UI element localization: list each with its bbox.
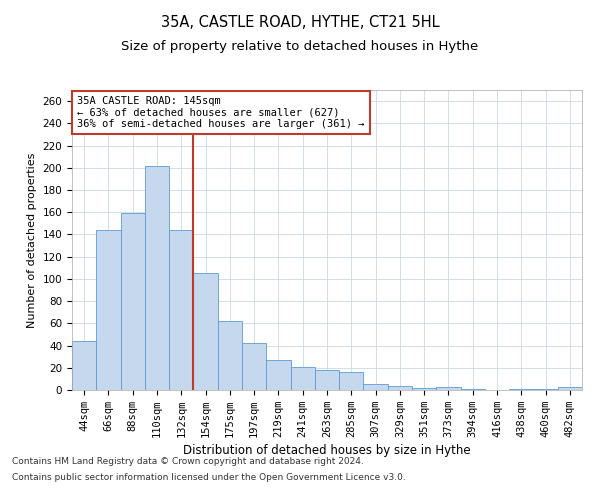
Bar xyxy=(242,344,266,390)
X-axis label: Distribution of detached houses by size in Hythe: Distribution of detached houses by size … xyxy=(183,444,471,457)
Bar xyxy=(533,389,558,390)
Text: 35A, CASTLE ROAD, HYTHE, CT21 5HL: 35A, CASTLE ROAD, HYTHE, CT21 5HL xyxy=(161,15,439,30)
Bar xyxy=(169,230,193,390)
Bar xyxy=(145,166,169,390)
Bar xyxy=(412,388,436,390)
Y-axis label: Number of detached properties: Number of detached properties xyxy=(27,152,37,328)
Bar xyxy=(193,274,218,390)
Bar xyxy=(72,341,96,390)
Bar xyxy=(388,386,412,390)
Bar xyxy=(509,389,533,390)
Bar xyxy=(339,372,364,390)
Bar xyxy=(436,386,461,390)
Bar xyxy=(121,214,145,390)
Bar xyxy=(315,370,339,390)
Bar xyxy=(218,321,242,390)
Bar xyxy=(96,230,121,390)
Bar xyxy=(461,389,485,390)
Text: Size of property relative to detached houses in Hythe: Size of property relative to detached ho… xyxy=(121,40,479,53)
Bar xyxy=(266,360,290,390)
Text: 35A CASTLE ROAD: 145sqm
← 63% of detached houses are smaller (627)
36% of semi-d: 35A CASTLE ROAD: 145sqm ← 63% of detache… xyxy=(77,96,365,129)
Bar xyxy=(364,384,388,390)
Text: Contains HM Land Registry data © Crown copyright and database right 2024.: Contains HM Land Registry data © Crown c… xyxy=(12,458,364,466)
Text: Contains public sector information licensed under the Open Government Licence v3: Contains public sector information licen… xyxy=(12,472,406,482)
Bar xyxy=(558,386,582,390)
Bar xyxy=(290,366,315,390)
